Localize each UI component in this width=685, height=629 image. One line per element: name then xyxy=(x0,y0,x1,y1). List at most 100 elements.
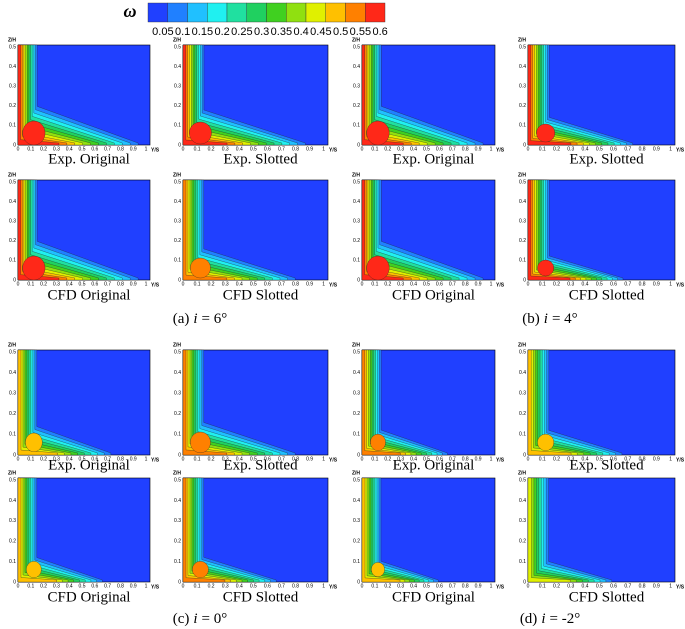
colorbar-swatch xyxy=(226,2,247,23)
z-tick-label: 0.2 xyxy=(9,103,16,109)
y-tick-label: 0.3 xyxy=(53,456,60,462)
z-tick-label: 0.4 xyxy=(519,498,526,504)
y-tick-label: 0.3 xyxy=(397,146,404,152)
contour-core xyxy=(370,433,386,451)
y-tick-label: 0.3 xyxy=(397,281,404,287)
y-tick-label: 1 xyxy=(322,281,325,287)
y-tick-label: 0.8 xyxy=(639,281,646,287)
y-tick-label: 0.2 xyxy=(208,281,215,287)
contour-band xyxy=(182,44,228,146)
contour-plot xyxy=(182,44,329,146)
z-tick-label: 0.2 xyxy=(9,411,16,417)
y-tick-label: 0.6 xyxy=(436,456,443,462)
z-tick-label: 0.4 xyxy=(353,370,360,376)
y-tick-label: 0.6 xyxy=(436,146,443,152)
y-axis-label: Y/S xyxy=(151,282,160,288)
contour-plot xyxy=(182,179,329,281)
y-tick-label: 0.9 xyxy=(306,583,313,589)
contour-band xyxy=(527,477,571,583)
colorbar-tick-label: 0.35 xyxy=(271,26,292,38)
contour-core xyxy=(536,123,555,143)
y-tick-label: 0.9 xyxy=(475,583,482,589)
y-tick-label: 0.7 xyxy=(624,281,631,287)
y-tick-label: 0.6 xyxy=(264,281,271,287)
y-tick-label: 0 xyxy=(182,281,185,287)
y-tick-label: 1 xyxy=(322,456,325,462)
z-tick-label: 0 xyxy=(523,142,526,148)
z-tick-label: 0.5 xyxy=(353,44,360,50)
z-tick-label: 0.2 xyxy=(519,103,526,109)
y-tick-label: 0.4 xyxy=(410,583,417,589)
z-axis-label: Z/H xyxy=(518,342,526,348)
z-tick-label: 0.3 xyxy=(519,518,526,524)
y-axis-label: Y/S xyxy=(329,282,338,288)
colorbar-tick-label: 0.05 xyxy=(152,26,173,38)
contour-plot xyxy=(527,349,676,456)
y-tick-label: 0 xyxy=(527,281,530,287)
contour-band xyxy=(182,349,227,456)
y-tick-label: 0.2 xyxy=(40,146,47,152)
contour-plot xyxy=(361,477,496,583)
z-tick-label: 0.4 xyxy=(174,498,181,504)
contour-plot xyxy=(361,179,496,281)
y-tick-label: 0.6 xyxy=(91,456,98,462)
y-tick-label: 0.1 xyxy=(539,281,546,287)
z-axis-label: Z/H xyxy=(518,172,526,178)
z-tick-label: 0.3 xyxy=(353,84,360,90)
y-tick-label: 0.2 xyxy=(208,583,215,589)
panel-title: CFD Original xyxy=(392,589,475,605)
z-tick-label: 0 xyxy=(523,452,526,458)
z-tick-label: 0.2 xyxy=(9,539,16,545)
contour-core xyxy=(22,120,46,146)
y-tick-label: 1 xyxy=(322,583,325,589)
z-tick-label: 0.2 xyxy=(174,411,181,417)
z-tick-label: 0 xyxy=(178,579,181,585)
y-tick-label: 0.1 xyxy=(27,583,34,589)
contour-plot xyxy=(361,349,496,456)
y-tick-label: 0.7 xyxy=(104,146,111,152)
y-tick-label: 1 xyxy=(490,583,493,589)
y-tick-label: 0.2 xyxy=(384,583,391,589)
z-tick-label: 0.2 xyxy=(174,103,181,109)
y-tick-label: 0.9 xyxy=(475,456,482,462)
y-tick-label: 0.6 xyxy=(264,583,271,589)
z-tick-label: 0.2 xyxy=(9,238,16,244)
z-axis-label: Z/H xyxy=(352,172,360,178)
z-tick-label: 0.2 xyxy=(353,103,360,109)
y-axis-label: Y/S xyxy=(151,584,160,590)
z-tick-label: 0.4 xyxy=(174,370,181,376)
y-tick-label: 0.8 xyxy=(292,146,299,152)
panel-title: CFD Original xyxy=(48,287,131,303)
y-tick-label: 0.3 xyxy=(397,583,404,589)
contour-band xyxy=(17,477,57,583)
y-tick-label: 0 xyxy=(527,146,530,152)
caption-variable: i xyxy=(544,311,548,327)
y-tick-label: 0.2 xyxy=(384,146,391,152)
z-tick-label: 0.3 xyxy=(9,391,16,397)
y-tick-label: 0 xyxy=(527,583,530,589)
z-tick-label: 0 xyxy=(357,277,360,283)
y-tick-label: 0.7 xyxy=(104,583,111,589)
y-tick-label: 0.1 xyxy=(194,456,201,462)
y-tick-label: 0 xyxy=(182,583,185,589)
contour-band xyxy=(17,44,60,146)
z-axis-label: Z/H xyxy=(8,342,16,348)
y-tick-label: 0.7 xyxy=(278,456,285,462)
y-tick-label: 0.8 xyxy=(462,281,469,287)
colorbar-swatch xyxy=(266,2,287,23)
y-tick-label: 0.5 xyxy=(79,456,86,462)
z-tick-label: 0.5 xyxy=(174,349,181,355)
z-axis-label: Z/H xyxy=(352,470,360,476)
y-tick-label: 0.2 xyxy=(553,456,560,462)
y-tick-label: 0.2 xyxy=(384,281,391,287)
contour-plot xyxy=(527,477,676,583)
y-tick-label: 0 xyxy=(182,456,185,462)
y-tick-label: 0.4 xyxy=(582,146,589,152)
z-tick-label: 0.4 xyxy=(9,64,16,70)
z-tick-label: 0.3 xyxy=(174,518,181,524)
panel-title: Exp. Slotted xyxy=(223,151,298,167)
z-tick-label: 0.1 xyxy=(9,258,16,264)
contour-band xyxy=(361,477,401,583)
contour-core xyxy=(26,561,42,578)
y-tick-label: 0.4 xyxy=(582,281,589,287)
